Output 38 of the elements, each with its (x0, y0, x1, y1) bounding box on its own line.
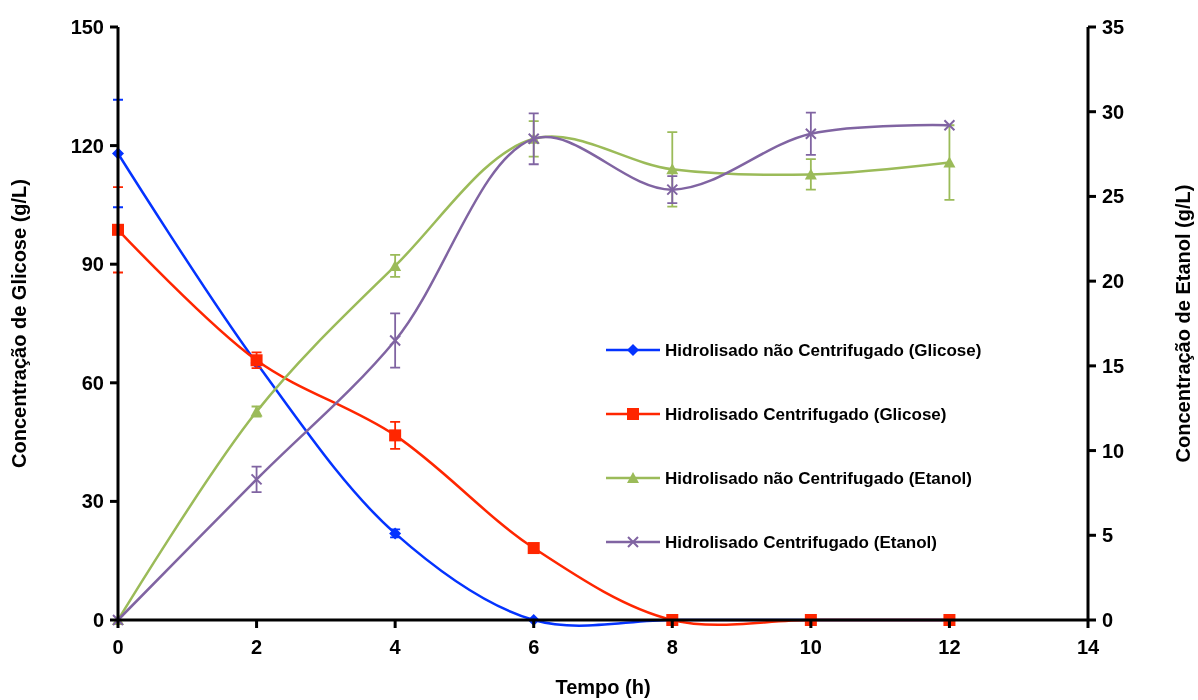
x-tick-label: 6 (528, 636, 540, 658)
y2-tick-label: 5 (1102, 524, 1114, 547)
point (804, 168, 817, 180)
legend-label: Hidrolisado não Centrifugado (Etanol) (665, 469, 972, 488)
point (804, 127, 817, 140)
y-tick-label: 120 (70, 134, 104, 157)
y-tick-label: 30 (81, 490, 104, 513)
y-axis-title: Concentração de Glicose (g/L) (8, 179, 30, 468)
legend-label: Hidrolisado não Centrifugado (Glicose) (665, 341, 982, 360)
x-axis-title: Tempo (h) (555, 676, 651, 698)
y-tick-label: 90 (81, 253, 104, 276)
y2-axis-title: Concentração de Etanol (g/L) (1172, 184, 1194, 463)
y2-tick-label: 20 (1102, 270, 1125, 293)
y-tick-label: 60 (81, 371, 104, 394)
legend-label: Hidrolisado Centrifugado (Glicose) (665, 405, 947, 424)
x-tick-label: 12 (938, 636, 961, 658)
point (666, 163, 679, 175)
x-tick-label: 8 (666, 636, 678, 658)
point (943, 156, 956, 168)
x-tick-label: 4 (389, 636, 402, 658)
y2-tick-label: 35 (1102, 16, 1125, 38)
y2-tick-label: 30 (1102, 100, 1125, 123)
point (389, 334, 402, 347)
point (666, 183, 679, 196)
legend-label: Hidrolisado Centrifugado (Etanol) (665, 533, 937, 552)
y2-tick-label: 10 (1102, 439, 1125, 462)
y-tick-label: 150 (70, 16, 104, 38)
point (389, 429, 402, 442)
x-tick-label: 0 (112, 636, 124, 658)
x-tick-label: 10 (799, 636, 822, 658)
point (943, 119, 956, 132)
x-tick-label: 2 (251, 636, 263, 658)
y2-tick-label: 0 (1102, 609, 1114, 631)
x-tick-label: 14 (1076, 636, 1100, 658)
y-tick-label: 0 (92, 609, 104, 631)
y2-tick-label: 25 (1102, 185, 1125, 208)
point (527, 542, 540, 555)
y2-tick-label: 15 (1102, 354, 1125, 377)
